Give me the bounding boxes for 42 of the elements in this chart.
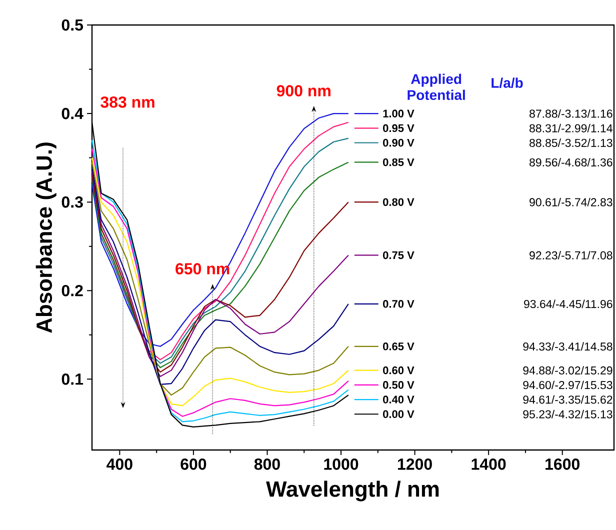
annotation: 93.64/-4.45/11.96 — [524, 300, 612, 308]
y-axis-title: Absorbance (A.U.) — [36, 142, 56, 333]
annotation: 92.23/-5.71/7.08 — [530, 250, 612, 260]
legend-label: 0.70 V — [383, 300, 414, 308]
annotation: 94.33/-3.41/14.58 — [523, 342, 612, 351]
legend-label: 0.95 V — [383, 124, 414, 132]
annotation: 94.88/-3.02/15.29 — [523, 366, 612, 375]
x-tick-label: 1000 — [324, 458, 358, 470]
y-tick-label: 0.1 — [62, 374, 84, 385]
legend-label: 0.60 V — [383, 366, 414, 374]
annotation: 88.85/-3.52/1.13 — [530, 138, 612, 147]
legend-label: 0.90 V — [383, 138, 414, 147]
annotation: 88.31/-2.99/1.14 — [530, 124, 612, 132]
annotation: 95.23/-4.32/15.13 — [523, 410, 612, 418]
annotation: L/a/b — [492, 78, 523, 88]
annotation: 90.61/-5.74/2.83 — [530, 198, 612, 206]
x-tick-label: 800 — [254, 458, 280, 470]
annotation: 383 nm — [100, 96, 154, 108]
legend-label: 0.00 V — [383, 410, 414, 418]
legend-label: 0.65 V — [383, 342, 414, 350]
legend-label: 0.80 V — [383, 198, 414, 206]
x-tick-label: 1400 — [472, 458, 506, 470]
annotation: 89.56/-4.68/1.36 — [530, 158, 612, 166]
annotation: 87.88/-3.13/1.16 — [530, 109, 612, 118]
x-tick-label: 1200 — [398, 458, 432, 470]
x-tick-label: 600 — [180, 458, 206, 470]
y-tick-label: 0.3 — [62, 196, 83, 208]
y-tick-label: 0.2 — [62, 284, 83, 296]
legend-label: 1.00 V — [383, 110, 414, 118]
legend-label: 0.50 V — [383, 381, 414, 389]
legend-label: 0.85 V — [383, 158, 414, 166]
y-tick-label: 0.5 — [62, 19, 84, 31]
x-tick-label: 1600 — [546, 458, 580, 470]
x-tick-label: 400 — [106, 458, 132, 470]
annotation: 94.60/-2.97/15.53 — [523, 380, 612, 390]
annotation: 94.61/-3.35/15.62 — [523, 395, 612, 404]
legend-label: 0.40 V — [383, 396, 414, 404]
annotation: 900 nm — [276, 85, 330, 96]
x-axis-title: Wavelength / nm — [266, 480, 439, 502]
legend-title: Applied Potential — [408, 74, 465, 100]
y-tick-label: 0.4 — [62, 108, 84, 120]
legend-label: 0.75 V — [383, 251, 414, 260]
